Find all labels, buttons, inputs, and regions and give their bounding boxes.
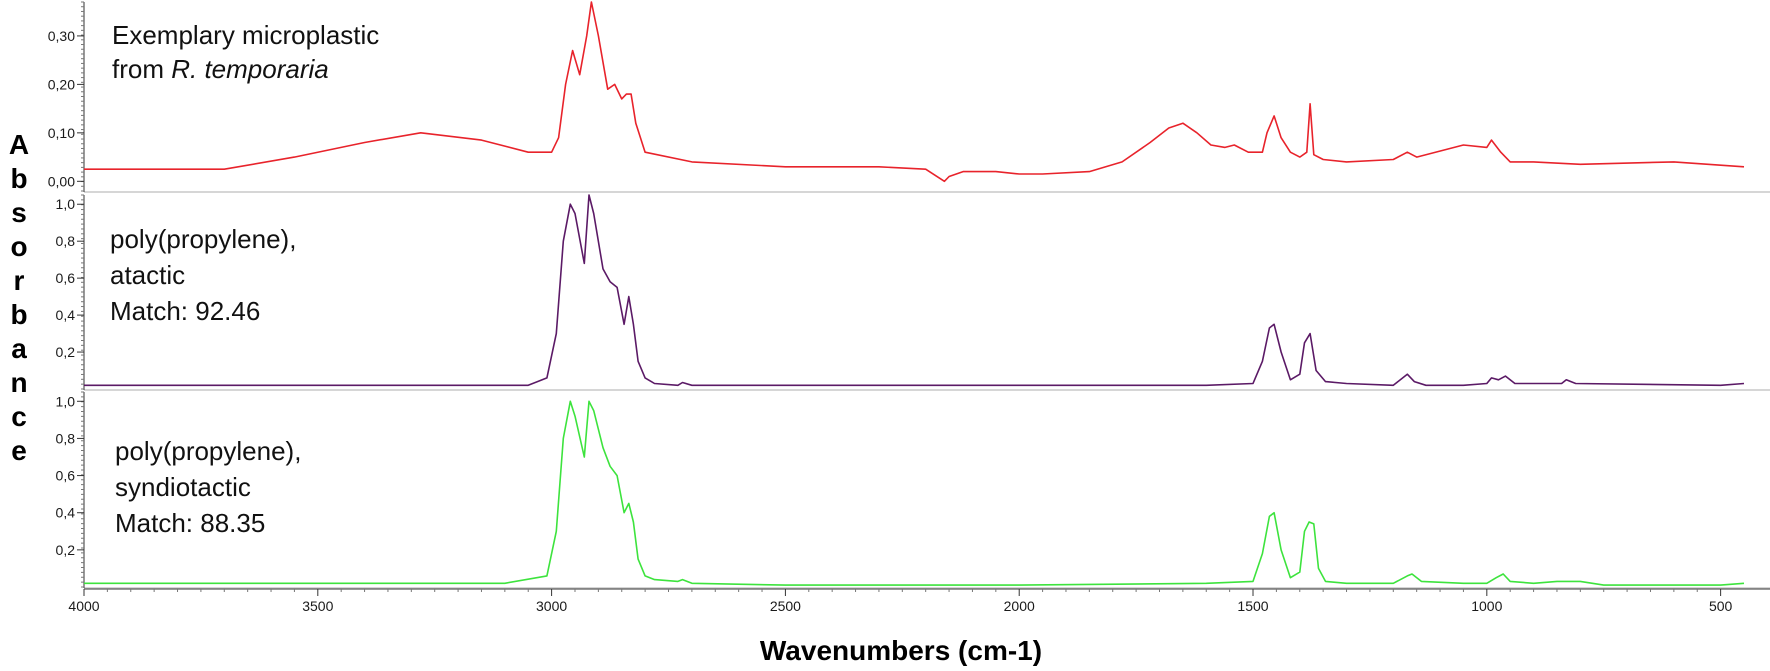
y-label-letter: s	[11, 197, 27, 228]
panel-label-line: atactic	[110, 260, 185, 290]
y-tick-label: 0,00	[48, 173, 75, 189]
x-tick-label: 4000	[68, 598, 99, 614]
y-tick-label: 1,0	[56, 393, 76, 409]
spectrum-line-1	[84, 1, 1745, 183]
y-label-letter: n	[10, 367, 27, 398]
panel-label-line: poly(propylene),	[115, 436, 301, 466]
y-tick-label: 0,20	[48, 76, 75, 92]
y-label-letter: r	[14, 265, 25, 296]
y-tick-label: 0,4	[56, 307, 76, 323]
panel-2: 0,2 0,4 0,6 0,8 1,0 poly(propylene), atactic Ma…	[56, 194, 1770, 391]
y-tick-label: 0,8	[56, 430, 76, 446]
x-tick-label: 500	[1709, 598, 1733, 614]
spectrum-line-2	[84, 194, 1745, 387]
y-tick-label: 1,0	[56, 196, 76, 212]
panel-label-italic: R. temporaria	[171, 54, 329, 84]
y-tick-label: 0,6	[56, 468, 76, 484]
x-tick-label: 2000	[1004, 598, 1035, 614]
y-label-letter: A	[9, 129, 29, 160]
y-label-letter: b	[10, 299, 27, 330]
x-tick-label: 3500	[302, 598, 333, 614]
x-axis-label: Wavenumbers (cm-1)	[760, 635, 1042, 666]
panel-label-line: poly(propylene),	[110, 224, 296, 254]
x-tick-label: 2500	[770, 598, 801, 614]
y-tick-label: 0,2	[56, 344, 76, 360]
spectra-panels: 0,00 0,10 0,20 0,30 Exemplary microplastic fr…	[48, 1, 1770, 589]
panel-label-line: Match: 92.46	[110, 296, 260, 326]
y-tick-label: 0,6	[56, 270, 76, 286]
spectrum-line-3	[84, 400, 1745, 586]
y-tick-label: 0,10	[48, 125, 75, 141]
y-tick-label: 0,2	[56, 542, 76, 558]
panel-1: 0,00 0,10 0,20 0,30 Exemplary microplastic fr…	[48, 1, 1770, 193]
y-tick-label: 0,4	[56, 505, 76, 521]
y-tick-label: 0,8	[56, 233, 76, 249]
panel-label-line: syndiotactic	[115, 472, 251, 502]
x-tick-label: 1000	[1471, 598, 1502, 614]
y-label-letter: o	[10, 231, 27, 262]
y-tick-label: 0,30	[48, 28, 75, 44]
x-tick-label: 3000	[536, 598, 567, 614]
panel-label-line: from R. temporaria	[112, 54, 329, 84]
y-label-letter: a	[11, 333, 27, 364]
y-label-letter: c	[11, 401, 27, 432]
x-tick-label: 1500	[1237, 598, 1268, 614]
y-label-letter: e	[11, 435, 27, 466]
panel-3: 0,2 0,4 0,6 0,8 1,0 poly(propylene), syndiotac…	[56, 391, 1770, 589]
panel-label-line: Match: 88.35	[115, 508, 265, 538]
x-axis: 4000 3500 3000 2500 2000 1500 1000 500	[68, 588, 1770, 614]
y-label-letter: b	[10, 163, 27, 194]
panel-label-line: Exemplary microplastic	[112, 20, 379, 50]
